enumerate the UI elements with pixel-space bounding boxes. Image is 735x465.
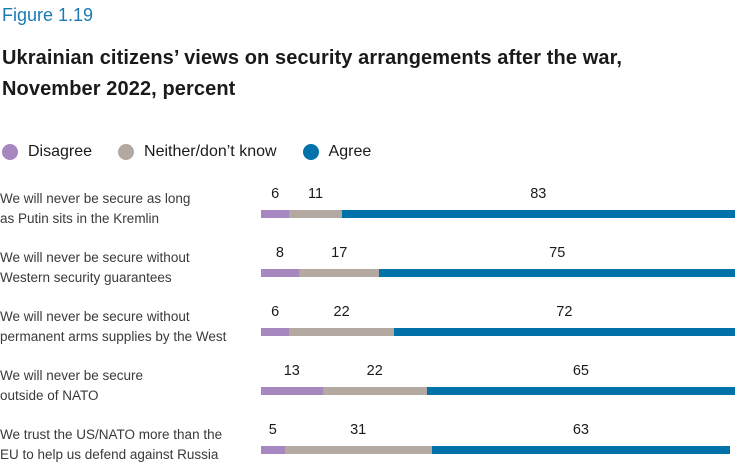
- legend-swatch-icon: [118, 144, 135, 160]
- legend-swatch-icon: [302, 144, 319, 160]
- category-label: We trust the US/NATO more than the EU to …: [0, 427, 223, 462]
- bar-segment: [261, 210, 290, 218]
- legend-item: Agree: [302, 143, 372, 161]
- bar-segment: [379, 269, 735, 277]
- bar-segment: [261, 446, 285, 454]
- legend-label: Neither/don’t know: [144, 143, 277, 160]
- legend-label: Agree: [328, 143, 372, 160]
- value-label: 75: [549, 245, 566, 261]
- category-label: We will never be secure as long as Putin …: [0, 191, 191, 226]
- category-label: We will never be secure without Western s…: [0, 250, 190, 285]
- bar-segment: [322, 387, 427, 395]
- value-label: 22: [366, 363, 383, 379]
- category-label: We will never be secure without permanent…: [0, 309, 227, 344]
- chart-row: We trust the US/NATO more than the EU to …: [0, 422, 735, 465]
- legend-item: Neither/don’t know: [118, 143, 277, 161]
- value-labels: 5 31 63: [261, 422, 735, 442]
- figure-title: Ukrainian citizens’ views on security ar…: [2, 43, 622, 105]
- value-label: 13: [283, 363, 300, 379]
- stacked-bar: [261, 446, 735, 454]
- value-label: 22: [333, 304, 350, 320]
- figure-title-line2: November 2022, percent: [2, 78, 236, 100]
- bar-segment: [261, 387, 323, 395]
- stacked-bar: [261, 328, 735, 336]
- stacked-bar: [261, 210, 735, 218]
- bar-segment: [341, 210, 735, 218]
- bar-segment: [289, 210, 342, 218]
- bar-segment: [298, 269, 380, 277]
- value-labels: 6 22 72: [261, 304, 735, 324]
- stacked-bar: [261, 269, 735, 277]
- figure-title-line1: Ukrainian citizens’ views on security ar…: [2, 47, 623, 69]
- value-label: 6: [271, 304, 280, 320]
- chart-row: We will never be secure without Western s…: [0, 245, 735, 304]
- value-label: 83: [530, 186, 547, 202]
- value-label: 17: [331, 245, 348, 261]
- legend-label: Disagree: [28, 143, 93, 160]
- chart-legend: Disagree Neither/don’t know Agree: [2, 142, 371, 162]
- legend-item: Disagree: [2, 143, 92, 161]
- value-labels: 8 17 75: [261, 245, 735, 265]
- bar-segment: [426, 387, 735, 395]
- chart-row: We will never be secure without permanent…: [0, 304, 735, 363]
- value-label: 63: [572, 422, 590, 438]
- legend-swatch-icon: [2, 144, 18, 160]
- value-labels: 13 22 65: [261, 363, 735, 383]
- chart-row: We will never be secure outside of NATO 1…: [0, 363, 735, 422]
- value-label: 5: [268, 422, 277, 438]
- figure-number: Figure 1.19: [2, 5, 94, 25]
- bar-segment: [261, 328, 290, 336]
- chart-row: We will never be secure as long as Putin …: [0, 186, 735, 245]
- value-label: 8: [275, 245, 284, 261]
- value-label: 6: [271, 186, 280, 202]
- value-label: 11: [307, 186, 324, 202]
- stacked-bar: [261, 387, 735, 395]
- category-label: We will never be secure outside of NATO: [0, 368, 144, 403]
- value-label: 31: [350, 422, 367, 438]
- value-labels: 6 11 83: [261, 186, 735, 206]
- bar-segment: [261, 269, 299, 277]
- bar-segment: [284, 446, 432, 454]
- bar-segment: [431, 446, 731, 454]
- stacked-bar-chart: We will never be secure as long as Putin …: [0, 186, 735, 465]
- value-label: 72: [556, 304, 573, 320]
- bar-segment: [393, 328, 735, 336]
- bar-segment: [289, 328, 394, 336]
- value-label: 65: [572, 363, 590, 379]
